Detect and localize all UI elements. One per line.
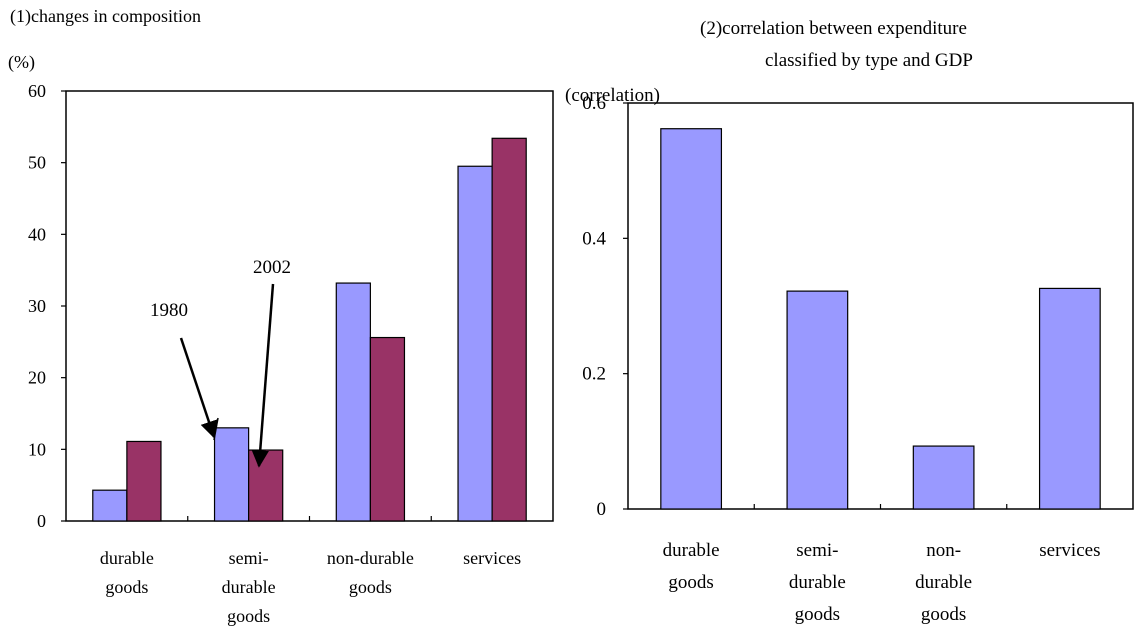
chart-right-y-ticks: 0 0.2 0.4 0.6: [582, 93, 628, 520]
bar-1-3: [912, 445, 975, 510]
bar-2-2: [248, 449, 284, 522]
annotation-1980-label: 1980: [150, 300, 188, 321]
chart-right-x-ticks: [753, 504, 1008, 509]
y-tick-label: 0: [37, 511, 46, 531]
y-tick-label: 0.6: [582, 93, 606, 114]
y-tick-label: 0: [597, 499, 607, 520]
y-tick-label: 0.2: [582, 364, 606, 385]
chart-right-title-line2: classified by type and GDP: [765, 50, 973, 71]
bar-1-1: [92, 489, 128, 522]
bar-1-1: [660, 128, 723, 510]
chart-left-y-axis-label: (%): [8, 52, 35, 73]
y-tick-label: 10: [28, 439, 46, 459]
bar-1-4: [1038, 287, 1101, 510]
y-tick-label: 0.4: [582, 228, 606, 249]
annotation-1980-arrow: [179, 337, 218, 439]
chart-left-category-labels: durable goods semi-durable goods non-durable…: [100, 548, 521, 626]
bar-2-1: [126, 440, 162, 522]
y-tick-label: 50: [28, 153, 46, 173]
category-label: services: [463, 548, 521, 568]
y-tick-label: 60: [28, 81, 46, 101]
category-label: goods: [105, 577, 148, 597]
category-label: goods: [795, 604, 840, 625]
annotation-1980-tick: [213, 417, 219, 441]
chart-right-y-axis-label: (correlation): [565, 85, 660, 106]
bar-1-2: [786, 290, 849, 510]
category-label: goods: [349, 577, 392, 597]
bar-1-3: [335, 282, 371, 522]
chart-right-title-line1: (2)correlation between expenditure: [700, 18, 967, 39]
y-tick-label: 30: [28, 296, 46, 316]
chart-right-bars: [660, 128, 1101, 510]
category-label: non-durable: [327, 548, 414, 568]
bar-2-3: [369, 336, 406, 522]
chart-left-title: (1)changes in composition: [10, 6, 201, 27]
category-label: semi-: [229, 548, 269, 568]
annotation-2002-label: 2002: [253, 257, 291, 278]
category-label: durable: [663, 540, 720, 561]
category-label: durable: [789, 572, 846, 593]
category-label: durable: [100, 548, 154, 568]
category-label: goods: [668, 572, 713, 593]
y-tick-label: 40: [28, 224, 46, 244]
chart-left-bars: [92, 137, 527, 522]
chart-left-y-ticks: 0 10 20 30 40 50 60: [28, 81, 66, 531]
chart-right: (2)correlation between expenditure class…: [565, 18, 1134, 625]
chart-right-category-labels: durable goods semi-durable goods non-durable…: [663, 540, 1101, 625]
bar-1-2: [213, 427, 250, 522]
category-label: goods: [227, 606, 270, 626]
category-label: services: [1039, 540, 1100, 561]
bar-2-4: [491, 137, 527, 522]
annotation-2002-arrow: [251, 283, 275, 468]
y-tick-label: 20: [28, 368, 46, 388]
chart-left-x-ticks: [187, 516, 432, 521]
category-label: non-: [926, 540, 961, 561]
category-label: goods: [921, 604, 966, 625]
category-label: durable: [222, 577, 276, 597]
chart-left: (1)changes in composition (%) 0 10 20 30 40 5…: [8, 6, 554, 626]
category-label: durable: [915, 572, 972, 593]
bar-1-4: [457, 165, 493, 522]
category-label: semi-: [796, 540, 838, 561]
